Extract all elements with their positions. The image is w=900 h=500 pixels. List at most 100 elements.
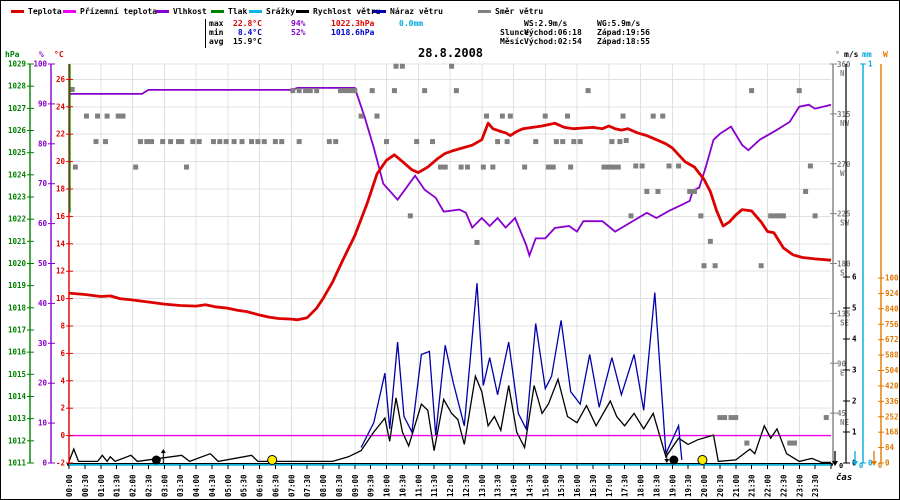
svg-text:15:30: 15:30 [557,474,566,497]
time-axis-caption: čas [836,472,852,483]
svg-text:13:00: 13:00 [478,474,487,497]
summary-value: Západ:19:56 [597,28,650,37]
summary-value: Východ:06:18 [524,28,582,37]
legend-dash-icon [156,10,169,13]
svg-text:45: 45 [837,409,846,418]
svg-text:1014: 1014 [8,392,27,401]
svg-text:4: 4 [852,335,857,344]
svg-text:315: 315 [837,110,851,119]
legend-label: Vlhkost [173,7,207,16]
svg-text:-2: -2 [56,459,65,468]
svg-text:8: 8 [60,322,65,331]
svg-text:05:00: 05:00 [224,474,233,497]
stat-value: avg [209,37,224,46]
svg-text:0: 0 [859,462,863,470]
svg-text:07:00: 07:00 [287,474,296,497]
svg-text:NW: NW [840,119,850,128]
legend-dash-icon [211,10,224,13]
svg-text:30: 30 [38,339,48,348]
svg-text:20:00: 20:00 [700,474,709,497]
svg-text:m/s: m/s [844,50,859,59]
svg-text:°: ° [835,50,840,59]
legend-item-8: Směr větru [478,7,543,19]
svg-text:336: 336 [885,397,899,406]
svg-text:0: 0 [60,431,65,440]
chart-title: 28.8.2008 [418,46,484,60]
svg-text:16: 16 [56,212,66,221]
summary-value: WG:5.9m/s [597,19,641,28]
svg-text:1011: 1011 [8,459,27,468]
svg-text:03:30: 03:30 [176,474,185,497]
legend-label: Směr větru [495,7,544,16]
stat-value: 1018.6hPa [331,28,375,37]
svg-text:24: 24 [56,102,66,111]
svg-text:1026: 1026 [8,126,27,135]
svg-text:1025: 1025 [8,148,26,157]
humidity-line [69,87,832,259]
svg-text:20:30: 20:30 [716,474,725,497]
svg-text:05:30: 05:30 [240,474,249,497]
legend-label: Náraz větru [390,7,443,16]
down-arrow-icon [832,461,838,466]
svg-text:6: 6 [60,349,65,358]
svg-text:hPa: hPa [5,50,20,59]
stat-value: 15.9°C [233,37,262,46]
svg-text:21:30: 21:30 [748,474,757,497]
svg-text:225: 225 [837,210,851,219]
svg-text:1: 1 [868,60,873,69]
svg-text:1020: 1020 [8,259,27,268]
down-arrow-icon [664,459,670,463]
stat-value: min [209,28,224,37]
svg-text:18: 18 [56,185,66,194]
legend-item-5: Srážky [249,7,295,19]
svg-text:6: 6 [852,273,857,282]
header-separator [205,19,206,48]
svg-text:W: W [883,50,888,59]
stat-value: 1022.3hPa [331,19,375,28]
summary-value: Východ:02:54 [524,37,582,46]
stat-value: 52% [291,28,306,37]
svg-text:1021: 1021 [8,237,27,246]
moonrise-marker [151,455,161,465]
svg-text:06:00: 06:00 [256,474,265,497]
time-ticks [68,465,832,469]
svg-text:14: 14 [56,239,66,248]
svg-text:1028: 1028 [8,82,27,91]
svg-text:1016: 1016 [8,348,27,357]
stat-value: 22.8°C [233,19,262,28]
down-arrow-icon [852,461,858,466]
svg-text:18:30: 18:30 [652,474,661,497]
svg-text:10: 10 [38,419,48,428]
svg-text:1018: 1018 [8,303,27,312]
svg-text:03:00: 03:00 [160,474,169,497]
svg-text:02:30: 02:30 [144,474,153,497]
svg-text:1027: 1027 [8,104,26,113]
down-arrow-icon [871,461,877,466]
legend-item-7: Náraz větru [373,7,443,19]
svg-text:1013: 1013 [8,414,27,423]
svg-text:420: 420 [885,381,899,390]
svg-text:15:00: 15:00 [541,474,550,497]
svg-text:80: 80 [38,139,48,148]
precipitation-axis: 10 [860,60,873,468]
up-arrow-icon [160,449,166,453]
svg-text:70: 70 [38,179,48,188]
svg-text:135: 135 [837,309,851,318]
legend-dash-icon [373,10,386,13]
svg-text:40: 40 [38,299,48,308]
svg-text:NE: NE [840,418,850,427]
svg-text:12: 12 [56,267,65,276]
svg-text:mm: mm [862,50,872,59]
legend-dash-icon [249,10,262,13]
svg-text:50: 50 [38,259,48,268]
svg-text:0: 0 [839,462,843,470]
wind-direction-points [69,63,829,446]
temperature-line [68,121,832,322]
pressure-axis: 1029 1028 1027 1026 1025 1024 1023 1022 1021 1020… [8,60,34,468]
svg-text:22:30: 22:30 [779,474,788,497]
